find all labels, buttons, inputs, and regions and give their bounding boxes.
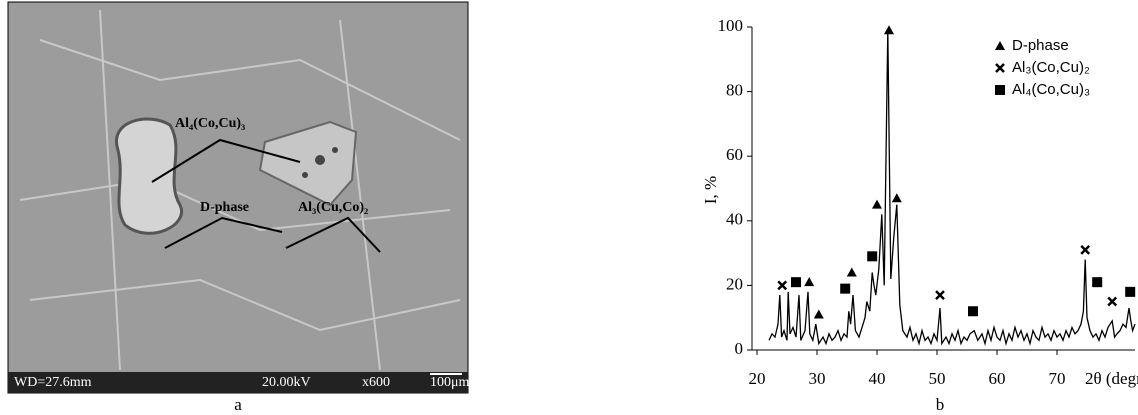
x-tick-label: 70: [1049, 369, 1066, 388]
micrograph-background: [7, 1, 469, 394]
y-tick-label: 100: [718, 16, 744, 35]
legend-label: Al₄(Co,Cu)₃: [1012, 81, 1090, 98]
info-text: 100μm: [430, 375, 470, 390]
y-tick-label: 0: [735, 339, 744, 358]
info-text: WD=27.6mm: [14, 375, 92, 390]
marker-cross: [935, 290, 945, 300]
marker-cross: [995, 63, 1005, 73]
phase-label: Al₃(Cu,Co)₂: [298, 200, 368, 215]
marker-square: [867, 251, 878, 262]
marker-square: [1092, 277, 1103, 288]
micrograph: Al₄(Co,Cu)₃ D-phase Al₃(Cu,Co)₂ WD=27.6m…: [7, 1, 470, 414]
phase-region: [258, 120, 358, 207]
x-tick-label: 60: [989, 369, 1006, 388]
marker-square: [995, 85, 1005, 95]
info-text: 20.00kV: [262, 375, 311, 390]
marker-triangle: [813, 309, 824, 319]
x-tick-label: 40: [869, 369, 886, 388]
texture: [19, 9, 461, 371]
marker-square: [968, 306, 978, 317]
x-axis-label: 2θ (degrees): [1085, 369, 1138, 388]
y-axis-label: I, %: [701, 176, 720, 204]
y-tick-label: 80: [726, 81, 743, 100]
legend-label: Al₃(Co,Cu)₂: [1012, 59, 1090, 76]
x-tick-label: 50: [929, 369, 946, 388]
marker-triangle: [872, 199, 882, 209]
marker-square: [840, 283, 851, 294]
diffraction-trace: [768, 30, 1136, 347]
phase-label: Al₄(Co,Cu)₃: [175, 116, 245, 131]
marker-triangle: [891, 193, 902, 203]
phase-region: [115, 117, 184, 235]
x-tick-label: 20: [749, 369, 766, 388]
marker-triangle: [846, 267, 857, 277]
legend-label: D-phase: [1012, 37, 1069, 54]
marker-triangle: [995, 41, 1005, 50]
annotation-line: [151, 138, 381, 253]
info-bar: [8, 372, 468, 393]
xrd-chart: b I, % 2θ (degrees): [701, 176, 1138, 414]
info-text: x600: [362, 375, 390, 390]
y-tick-label: 20: [726, 274, 743, 293]
y-tick-label: 40: [726, 210, 743, 229]
marker-triangle: [804, 277, 815, 287]
marker-square: [1125, 286, 1136, 297]
y-tick-label: 60: [726, 145, 743, 164]
marker-cross: [1107, 296, 1118, 307]
marker-cross: [1080, 244, 1091, 255]
phase-label: D-phase: [200, 200, 249, 215]
marker-cross: [777, 280, 788, 291]
marker-square: [791, 277, 801, 288]
panel-caption: a: [234, 395, 242, 414]
x-tick-label: 30: [809, 369, 826, 388]
panel-caption: b: [936, 395, 945, 414]
marker-triangle: [884, 25, 894, 35]
